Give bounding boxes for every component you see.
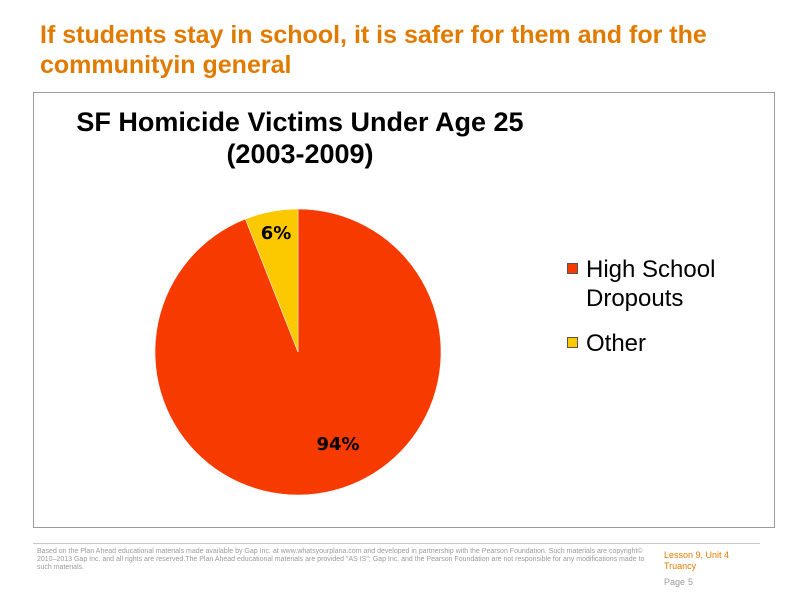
legend-item-dropouts: High School Dropouts xyxy=(567,255,767,313)
pie-slice-other xyxy=(245,208,299,353)
pie-data-label-dropouts: 94% xyxy=(316,434,359,455)
legend-item-other: Other xyxy=(567,329,767,358)
footer-page-label: Page xyxy=(664,577,686,587)
chart-title-line1: SF Homicide Victims Under Age 25 xyxy=(76,107,524,137)
legend-swatch-other xyxy=(567,337,578,348)
chart-legend: High School Dropouts Other xyxy=(567,255,767,374)
footer-lesson: Lesson 9, Unit 4 xyxy=(664,550,730,560)
chart-title: SF Homicide Victims Under Age 25 (2003-2… xyxy=(0,106,600,170)
footer-topic: Truancy xyxy=(664,561,697,571)
pie-slices xyxy=(154,208,442,496)
chart-title-line2: (2003-2009) xyxy=(226,139,374,169)
pie-labels: 94% 6% xyxy=(261,223,360,455)
legend-label-dropouts: High School Dropouts xyxy=(586,256,716,312)
pie-data-label-other: 6% xyxy=(261,223,292,244)
footer-page-number: 5 xyxy=(688,577,694,587)
footer-lesson-info: Lesson 9, Unit 4 Truancy xyxy=(664,550,784,572)
legend-swatch-dropouts xyxy=(567,263,578,274)
footer-divider xyxy=(33,543,760,544)
footer-page: Page 5 xyxy=(664,577,696,588)
legend-label-other: Other xyxy=(586,330,647,357)
slide-title: If students stay in school, it is safer … xyxy=(40,21,707,79)
footer-disclaimer: Based on the Plan Ahead educational mate… xyxy=(37,548,645,571)
